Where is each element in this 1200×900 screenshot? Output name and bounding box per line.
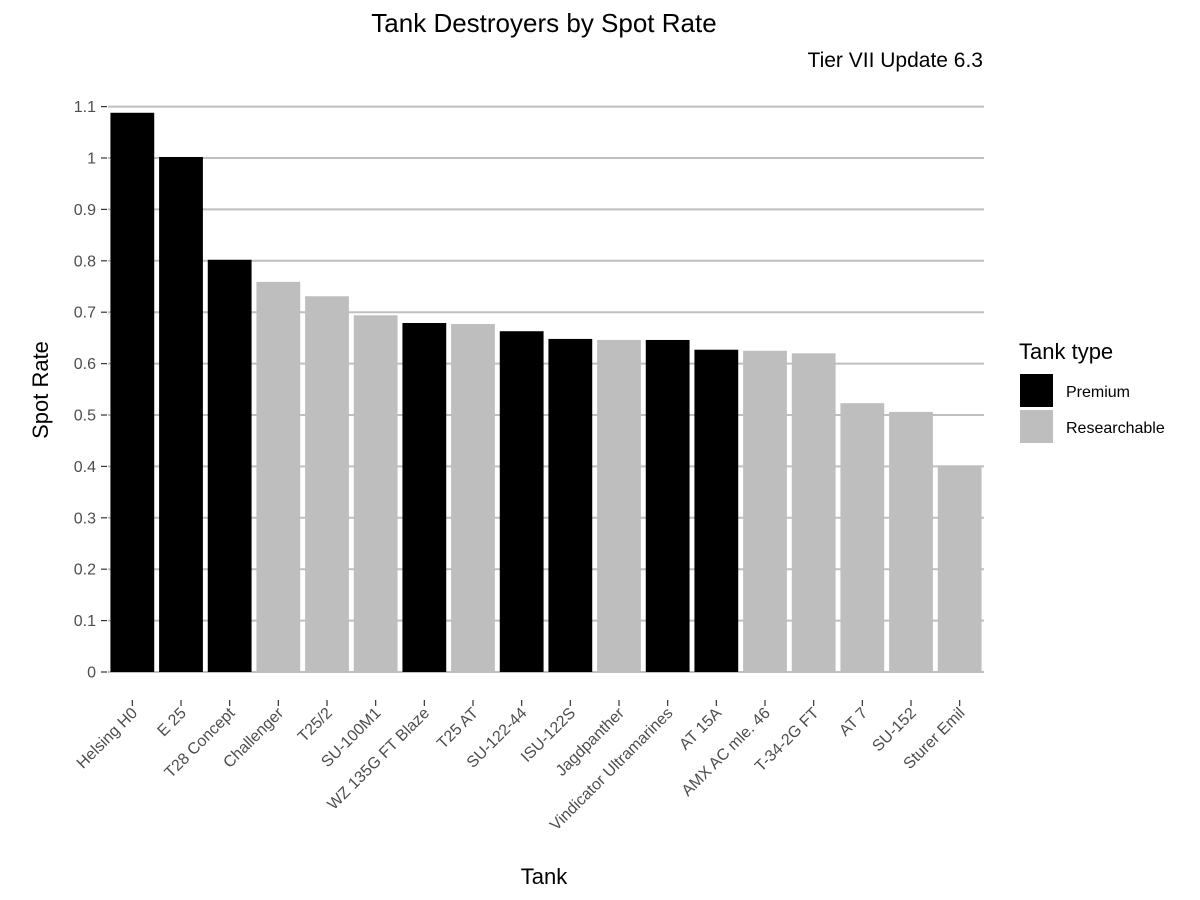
bar <box>548 338 593 672</box>
x-tick-label: AT 15A <box>676 705 725 754</box>
y-tick-label: 0.2 <box>74 562 96 579</box>
legend-label: Premium <box>1066 384 1130 401</box>
bar <box>937 465 982 672</box>
bar <box>451 324 495 672</box>
y-tick-label: 0.3 <box>74 510 96 527</box>
x-axis-title: Tank <box>521 864 568 889</box>
x-tick-label: T25 AT <box>434 705 482 753</box>
legend-title: Tank type <box>1019 339 1113 364</box>
bar <box>353 315 398 672</box>
bar <box>743 350 787 672</box>
chart-title: Tank Destroyers by Spot Rate <box>371 8 716 38</box>
y-tick-label: 0.4 <box>74 459 96 476</box>
x-tick-label: T25/2 <box>295 705 336 746</box>
x-tick-label: AT 7 <box>836 705 871 740</box>
chart-subtitle: Tier VII Update 6.3 <box>808 49 983 72</box>
y-axis: 0 0.1 0.2 0.3 0.4 0.5 0.6 0.7 0.8 0.9 1 1.1 <box>74 99 107 682</box>
bar <box>597 339 641 672</box>
bar <box>402 322 447 672</box>
y-tick-label: 0.8 <box>74 253 96 270</box>
bar <box>694 349 739 672</box>
x-tick-label: Helsing H0 <box>74 705 141 772</box>
bar <box>889 411 933 672</box>
y-tick-label: 0 <box>87 665 96 682</box>
y-axis-title: Spot Rate <box>28 341 53 439</box>
x-tick-label: E 25 <box>155 705 190 740</box>
bar <box>645 339 690 672</box>
legend-label: Researchable <box>1066 420 1165 437</box>
bar <box>159 156 203 673</box>
gridlines <box>108 105 984 673</box>
y-tick-label: 0.1 <box>74 613 96 630</box>
y-tick-label: 0.6 <box>74 356 96 373</box>
bar <box>791 353 836 672</box>
bar <box>207 259 252 672</box>
y-tick-label: 1 <box>87 151 96 168</box>
y-tick-label: 1.1 <box>74 99 96 116</box>
y-tick-label: 0.9 <box>74 202 96 219</box>
bar <box>499 331 544 672</box>
legend-key <box>1020 374 1053 407</box>
bar <box>256 281 301 672</box>
y-tick-label: 0.5 <box>74 408 96 425</box>
bars <box>110 112 982 673</box>
bar <box>305 296 349 672</box>
y-tick-label: 0.7 <box>74 305 96 322</box>
x-tick-label: AMX AC mle. 46 <box>679 705 774 800</box>
legend-key <box>1020 410 1053 443</box>
bar <box>840 403 885 672</box>
legend: Tank type Premium Researchable <box>1019 339 1165 443</box>
bar <box>110 112 155 672</box>
